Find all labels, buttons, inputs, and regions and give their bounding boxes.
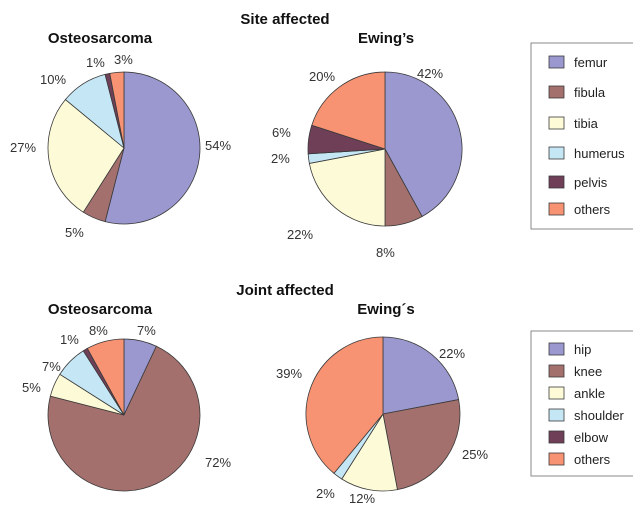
pie-slice-knee [47, 345, 201, 492]
legend-label: hip [574, 342, 591, 357]
legend-label: humerus [574, 146, 625, 161]
pie-slice-femur [104, 71, 201, 225]
data-label: 1% [60, 332, 79, 347]
data-label: 2% [316, 486, 335, 501]
legend-swatch [548, 430, 565, 444]
legend-label: knee [574, 364, 602, 379]
legend-swatch [548, 175, 565, 189]
legend-swatch [548, 386, 565, 400]
pie-joint-osteosarcoma [47, 338, 201, 492]
pie-title-site-ewing: Ewing’s [358, 30, 414, 47]
legend-label: ankle [574, 386, 605, 401]
pie-slice-others [86, 338, 125, 416]
legend-label: tibia [574, 116, 599, 131]
data-label: 10% [40, 72, 66, 87]
pie-joint-ewing [305, 336, 461, 492]
pie-slice-others [109, 71, 125, 149]
pie-slice-others [311, 71, 386, 150]
data-label: 8% [89, 323, 108, 338]
pie-slice-tibia [308, 148, 386, 227]
legend-swatch [548, 408, 565, 422]
data-label: 12% [349, 491, 375, 506]
data-label: 27% [10, 140, 36, 155]
legend-label: fibula [574, 85, 606, 100]
legend-swatch [548, 116, 565, 130]
pie-title-site-osteosarcoma: Osteosarcoma [48, 30, 153, 47]
legend-swatch [548, 55, 565, 69]
data-label: 5% [65, 225, 84, 240]
pie-slice-femur [384, 71, 463, 218]
legend-joint: hip knee ankle shoulder elbow others [530, 330, 633, 477]
legend-label: elbow [574, 430, 609, 445]
data-label: 72% [205, 455, 231, 470]
data-label: 3% [114, 52, 133, 67]
pie-site-osteosarcoma [47, 71, 201, 225]
data-label: 25% [462, 447, 488, 462]
pie-title-joint-ewing: Ewing´s [357, 301, 415, 318]
legend-joint-box [530, 330, 633, 477]
pie-title-joint-osteosarcoma: Osteosarcoma [48, 301, 153, 318]
section-title-joint: Joint affected [236, 282, 334, 299]
pie-slice-tibia [47, 98, 125, 213]
pie-slice-knee [382, 399, 461, 491]
data-label: 1% [86, 55, 105, 70]
legend-site-box [530, 42, 633, 230]
data-label: 7% [137, 323, 156, 338]
legend-swatch [548, 364, 565, 378]
legend-site: femur fibula tibia humerus pelvis others [530, 42, 633, 230]
data-label: 2% [271, 151, 290, 166]
legend-label: others [574, 202, 611, 217]
pie-slice-hip [382, 336, 460, 415]
data-label: 20% [309, 69, 335, 84]
legend-swatch [548, 146, 565, 160]
data-label: 8% [376, 245, 395, 260]
data-label: 7% [42, 359, 61, 374]
data-label: 22% [287, 227, 313, 242]
legend-swatch [548, 202, 565, 216]
legend-swatch [548, 342, 565, 356]
section-title-site: Site affected [240, 11, 329, 28]
legend-label: shoulder [574, 408, 625, 423]
data-label: 42% [417, 66, 443, 81]
data-label: 54% [205, 138, 231, 153]
legend-swatch [548, 452, 565, 466]
legend-swatch [548, 85, 565, 99]
data-label: 39% [276, 366, 302, 381]
data-label: 6% [272, 125, 291, 140]
legend-label: others [574, 452, 611, 467]
legend-label: femur [574, 55, 608, 70]
pie-site-ewing [307, 71, 463, 227]
pie-slice-others [305, 336, 384, 474]
data-label: 22% [439, 346, 465, 361]
legend-label: pelvis [574, 175, 608, 190]
data-label: 5% [22, 380, 41, 395]
